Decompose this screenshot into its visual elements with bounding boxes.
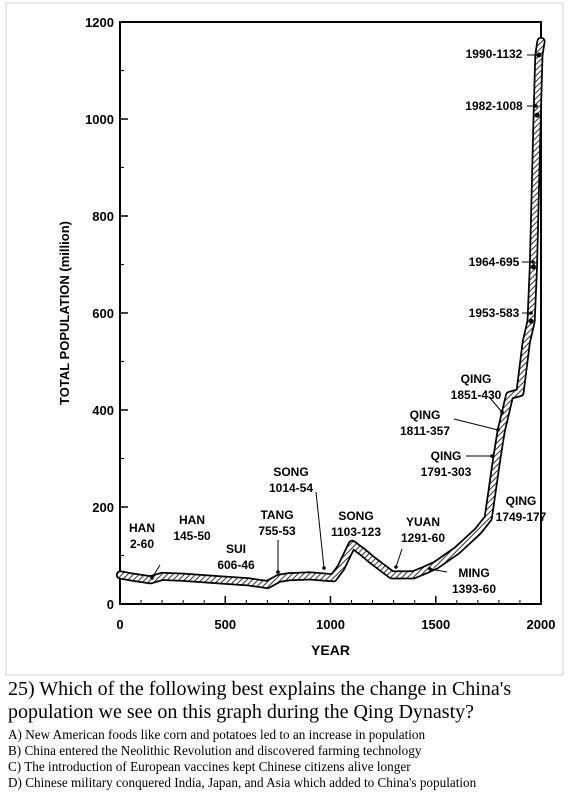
annotation-dynasty: QING [431,449,462,463]
annotation-arrowhead [531,260,535,264]
annotation-label: YUAN 1291-60 [401,515,445,545]
annotation-dynasty: QING [461,372,492,386]
annotation-leader [315,491,325,569]
y-tick-label: 400 [92,403,114,418]
annotation-value: 1014-54 [269,481,313,495]
annotation-dynasty: QING [506,494,537,508]
data-point-marker [530,264,536,270]
annotation-arrowhead [150,576,154,580]
annotation-label: 1982-1008 [465,99,523,113]
annotation-value: 606-46 [217,558,255,572]
annotation-label: TANG 755-53 [258,508,296,538]
x-tick-label: 500 [214,617,236,632]
annotation-leader [429,568,448,573]
option-d: D) Chinese military conquered India, Jap… [8,775,477,790]
annotation-dynasty: HAN [179,513,205,527]
chart-series [115,36,546,590]
chart-axes: 0 200 400 600 800 1000 1200 0 500 1000 1500 2000 YEA… [57,15,555,658]
annotation-label: 1953-583 [469,306,520,320]
annotation-value: 1393-60 [452,582,496,596]
annotation-label: SONG 1014-54 [269,465,313,495]
annotation-label: HAN 145-50 [173,513,211,543]
annotation-label: QING 1749-177 [496,494,547,524]
data-point-marker [534,112,540,118]
annotation-dynasty: TANG [260,508,293,522]
annotation-value: 2-60 [130,537,154,551]
annotation-leader [151,564,161,579]
annotation-arrowhead [394,565,398,569]
annotation-dynasty: SUI [226,542,246,556]
annotation-arrowhead [428,567,432,571]
chart-outer-frame [5,2,564,676]
annotation-dynasty: MING [458,566,489,580]
data-point-marker [536,52,542,58]
annotation-value: 1791-303 [421,465,472,479]
annotation-label: 1990-1132 [466,47,523,61]
annotation-value: 1291-60 [401,531,445,545]
annotation-dynasty: YUAN [406,515,440,529]
annotation-label: SONG 1103-123 [331,509,381,539]
annotation-label: QING 1811-357 [400,408,450,438]
annotation-arrowhead [322,566,326,570]
question-stem: 25) Which of the following best explains… [8,678,512,723]
annotation-dynasty: SONG [273,465,308,479]
x-axis-label: YEAR [311,642,350,658]
annotation-value: 1749-177 [496,510,547,524]
y-tick-label: 0 [107,597,114,612]
annotation-arrowhead [534,104,538,108]
annotation-dynasty: SONG [338,509,373,523]
question-block: 25) Which of the following best explains… [8,678,583,791]
option-c: C) The introduction of European vaccines… [8,759,411,774]
x-tick-label: 1500 [421,617,450,632]
annotation-arrowhead [276,570,280,574]
option-b: B) China entered the Neolithic Revolutio… [8,743,422,758]
annotation-leader [395,548,403,568]
annotation-label: SUI 606-46 [217,542,255,572]
annotation-leader [453,418,499,431]
y-tick-label: 1200 [85,15,114,30]
x-tick-label: 0 [116,617,123,632]
annotation-value: 755-53 [258,524,296,538]
y-tick-label: 600 [92,306,114,321]
data-point-marker [528,318,534,324]
annotation-value: 1990-1132 [466,47,523,61]
annotation-value: 1103-123 [331,525,381,539]
annotation-label: 1964-695 [469,255,520,269]
population-line [117,38,544,588]
y-axis-label: TOTAL POPULATION (million) [57,221,72,405]
annotation-value: 1953-583 [469,306,520,320]
chart-annotations: HAN 2-60 HAN 145-50 SUI 606-46 TANG 755-53 SONG 1… [129,47,547,596]
population-chart-svg: 0 200 400 600 800 1000 1200 0 500 1000 1500 2000 YEA… [5,2,564,676]
annotation-leader [489,397,503,413]
population-chart: 0 200 400 600 800 1000 1200 0 500 1000 1500 2000 YEA… [5,2,564,676]
annotation-label: QING 1791-303 [421,449,472,479]
annotation-dynasty: HAN [129,521,155,535]
annotation-label: MING 1393-60 [452,566,496,596]
y-tick-label: 200 [92,500,114,515]
annotation-value: 145-50 [173,529,211,543]
x-tick-label: 2000 [527,617,556,632]
annotation-arrowhead [500,410,504,414]
annotation-arrowhead [529,311,533,315]
annotation-value: 1982-1008 [465,99,523,113]
x-tick-label: 1000 [316,617,345,632]
annotation-arrowhead [496,428,500,432]
option-a: A) New American foods like corn and pota… [8,727,426,742]
annotation-dynasty: QING [410,408,441,422]
annotation-arrowhead [490,454,494,458]
annotation-label: HAN 2-60 [129,521,155,551]
annotation-value: 1811-357 [400,424,450,438]
y-tick-label: 800 [92,209,114,224]
annotation-value: 1851-430 [451,388,502,402]
y-tick-label: 1000 [85,112,114,127]
annotation-value: 1964-695 [469,255,520,269]
annotation-label: QING 1851-430 [451,372,502,402]
